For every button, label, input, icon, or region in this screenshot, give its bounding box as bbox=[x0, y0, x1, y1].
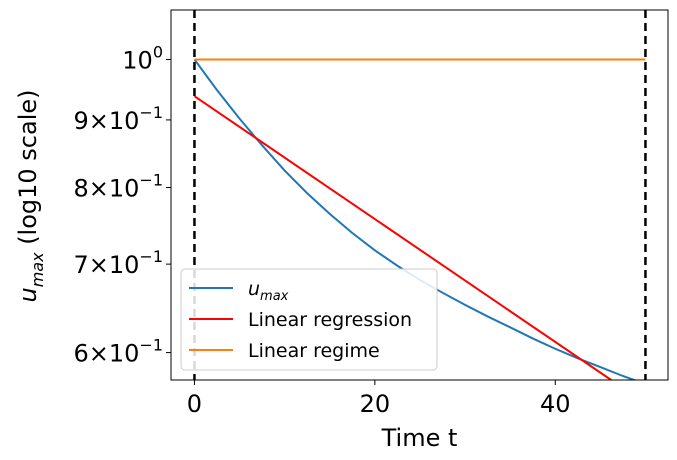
x-axis-ticks: 0 20 40 bbox=[187, 380, 571, 418]
y-tick-label-2: 8×10−1 bbox=[73, 170, 163, 202]
y-axis-label: umax (log10 scale) bbox=[14, 89, 47, 302]
legend-box bbox=[180, 268, 438, 371]
y-tick-label-1: 9×10−1 bbox=[73, 103, 163, 135]
plot-area-frame bbox=[170, 9, 669, 381]
legend-label-umax: umax bbox=[248, 278, 289, 304]
y-axis-ticks: 100 9×10−1 8×10−1 7×10−1 6×10−1 bbox=[73, 42, 171, 368]
series-line-regression bbox=[193, 95, 612, 380]
x-tick-label-0: 0 bbox=[187, 390, 202, 418]
y-tick-label-4: 6×10−1 bbox=[73, 336, 163, 368]
x-tick-label-2: 40 bbox=[540, 390, 571, 418]
legend: umax Linear regression Linear regime bbox=[180, 268, 438, 371]
legend-label-linear-regime: Linear regime bbox=[248, 340, 380, 362]
y-tick-label-3: 7×10−1 bbox=[73, 247, 163, 279]
x-tick-label-1: 20 bbox=[360, 390, 391, 418]
legend-label-linear-regression: Linear regression bbox=[248, 309, 412, 331]
x-axis-label: Time t bbox=[381, 424, 458, 452]
vline-layer bbox=[193, 10, 647, 380]
y-tick-label-0: 100 bbox=[122, 42, 163, 74]
